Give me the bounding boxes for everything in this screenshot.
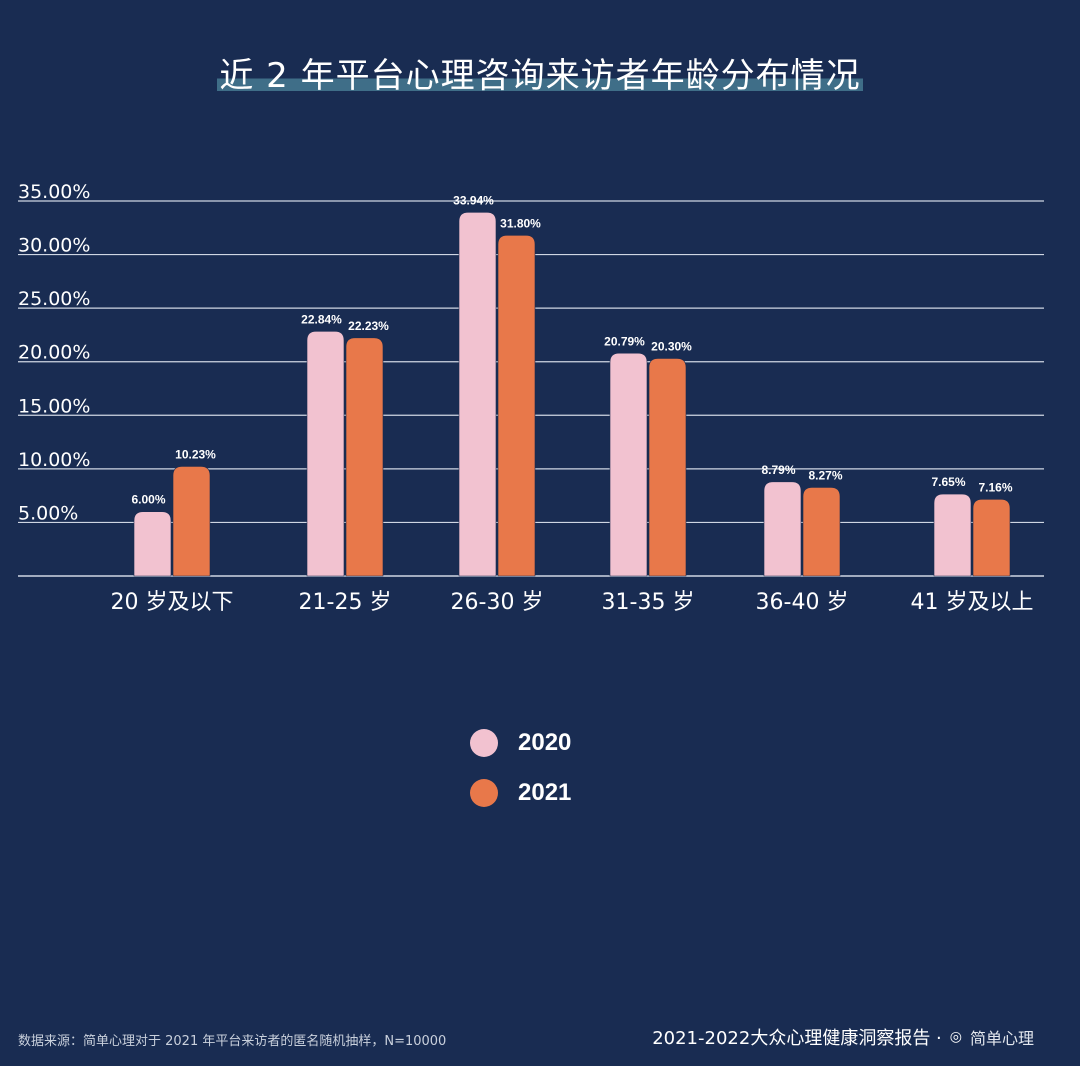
- x-category-label: 20 岁及以下: [111, 590, 234, 615]
- data-label-2020: 6.00%: [131, 493, 165, 507]
- bar-2020: [306, 330, 345, 577]
- y-tick-label: 35.00%: [18, 181, 90, 203]
- legend-label-2021: 2021: [518, 779, 572, 806]
- data-label-2020: 8.79%: [761, 463, 795, 477]
- source-note: 数据来源：简单心理对于 2021 年平台来访者的匿名随机抽样，N=10000: [18, 1034, 447, 1049]
- chart-title: 近 2 年平台心理咨询来访者年龄分布情况: [217, 48, 863, 97]
- bar-2020: [763, 481, 802, 577]
- data-label-2020: 33.94%: [453, 193, 494, 207]
- x-category-label: 26-30 岁: [451, 590, 544, 615]
- legend-swatch-2021: [470, 779, 498, 807]
- y-tick-label: 20.00%: [18, 342, 90, 364]
- bar-2021: [802, 487, 841, 577]
- bar-2020: [458, 212, 497, 577]
- legend: 2020 2021: [470, 718, 571, 818]
- brand-logo-icon: ◎: [949, 1029, 962, 1045]
- y-tick-label: 10.00%: [18, 449, 90, 471]
- x-category-label: 36-40 岁: [756, 590, 849, 615]
- bar-2021: [648, 358, 687, 577]
- y-tick-label: 5.00%: [18, 502, 78, 524]
- footer: 2021-2022大众心理健康洞察报告 · ◎ 简单心理: [652, 1024, 1034, 1050]
- data-label-2021: 7.16%: [978, 480, 1012, 494]
- legend-item-2020: 2020: [470, 718, 571, 768]
- data-label-2020: 20.79%: [604, 334, 645, 348]
- data-label-2020: 22.84%: [301, 312, 342, 326]
- bar-2020: [609, 352, 648, 577]
- y-tick-label: 30.00%: [18, 235, 90, 257]
- x-category-label: 31-35 岁: [602, 590, 695, 615]
- data-label-2021: 22.23%: [348, 319, 389, 333]
- bar-2021: [972, 498, 1011, 577]
- y-tick-label: 15.00%: [18, 395, 90, 417]
- data-label-2021: 10.23%: [175, 447, 216, 461]
- brand-name: 简单心理: [969, 1029, 1034, 1048]
- report-name: 2021-2022大众心理健康洞察报告 ·: [652, 1028, 942, 1049]
- x-category-label: 21-25 岁: [299, 590, 392, 615]
- bar-2021: [497, 234, 536, 577]
- data-label-2021: 20.30%: [651, 340, 692, 354]
- legend-item-2021: 2021: [470, 768, 571, 818]
- legend-swatch-2020: [470, 729, 498, 757]
- data-label-2021: 8.27%: [808, 468, 842, 482]
- y-tick-label: 25.00%: [18, 288, 90, 310]
- data-label-2021: 31.80%: [500, 216, 541, 230]
- bar-2020: [133, 511, 172, 577]
- bar-2021: [345, 337, 384, 577]
- x-category-label: 41 岁及以上: [911, 590, 1034, 615]
- bar-2021: [172, 466, 211, 577]
- data-label-2020: 7.65%: [931, 475, 965, 489]
- bar-2020: [933, 493, 972, 577]
- bar-chart: 5.00% 10.00% 15.00% 20.00% 25.00% 30.00% 35.00…: [18, 181, 1044, 615]
- legend-label-2020: 2020: [518, 729, 572, 756]
